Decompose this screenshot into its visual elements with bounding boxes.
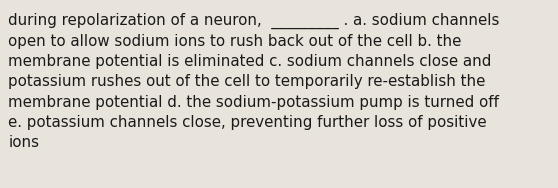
Text: during repolarization of a neuron,  _________ . a. sodium channels
open to allow: during repolarization of a neuron, _____… xyxy=(8,13,500,150)
